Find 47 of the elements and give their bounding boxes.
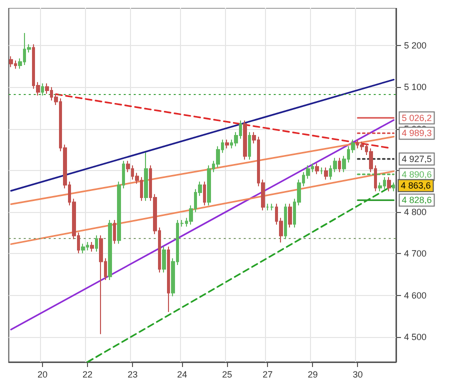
candlestick <box>243 120 247 160</box>
x-tick-label: 20 <box>38 370 48 380</box>
x-tick-label: 30 <box>352 370 363 380</box>
annotation: 4 863,6 <box>400 180 431 191</box>
candlestick <box>266 203 269 211</box>
y-tick-label: 4 600 <box>404 290 427 300</box>
candlestick <box>99 234 103 335</box>
y-tick-label: 4 500 <box>404 332 427 342</box>
data-label: 5 026,2 <box>402 112 432 123</box>
x-tick-label: 23 <box>128 370 138 380</box>
data-label: 4 828,6 <box>402 195 432 206</box>
candlestick <box>95 234 98 252</box>
y-tick-label: 5 100 <box>404 82 427 92</box>
candlestick <box>392 182 395 192</box>
x-tick-label: 27 <box>262 370 273 380</box>
candlestick <box>284 203 287 240</box>
x-tick-label: 22 <box>82 370 93 380</box>
y-tick-label: 5 200 <box>404 40 427 50</box>
candlestick <box>338 157 341 173</box>
candlestick <box>324 167 328 180</box>
candlestick <box>248 132 251 160</box>
y-tick-label: 4 800 <box>404 207 427 218</box>
candlestick <box>288 203 292 228</box>
candlestick <box>113 219 116 244</box>
candlestick <box>81 243 85 254</box>
candlestick <box>41 82 44 96</box>
candlestick <box>387 176 391 192</box>
candlestick <box>162 246 166 273</box>
data-label: 4 989,3 <box>402 128 432 138</box>
data-label: 4 890,6 <box>402 169 432 180</box>
candlestick <box>167 246 170 313</box>
candlestick <box>144 152 148 202</box>
x-tick-label: 25 <box>222 370 232 380</box>
candlestick <box>108 219 112 280</box>
candlestick <box>360 141 364 151</box>
candlestick <box>203 181 206 206</box>
candlestick <box>315 162 319 175</box>
candlestick <box>9 56 13 68</box>
candlestick <box>90 242 94 252</box>
candlestick <box>270 203 274 211</box>
y-tick-label: 4 700 <box>404 248 427 259</box>
candlestick <box>207 164 211 206</box>
x-tick-label: 29 <box>308 370 318 380</box>
data-label: 4 927,5 <box>402 154 432 164</box>
x-tick-label: 24 <box>177 370 188 380</box>
candlestick <box>320 167 323 175</box>
candlestick <box>225 139 229 149</box>
